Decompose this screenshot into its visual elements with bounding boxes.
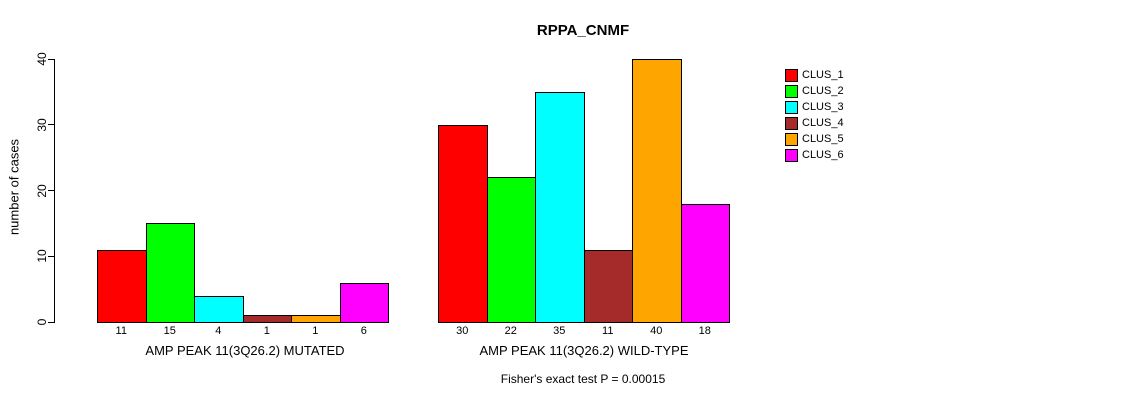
bar-clus-2	[145, 223, 195, 323]
group-label-mutated: AMP PEAK 11(3Q26.2) MUTATED	[145, 343, 345, 358]
legend-label: CLUS_5	[802, 133, 844, 145]
legend-item: CLUS_6	[785, 147, 844, 163]
legend-item: CLUS_3	[785, 99, 844, 115]
legend-label: CLUS_3	[802, 101, 844, 113]
bar-clus-5	[291, 315, 341, 323]
legend-item: CLUS_1	[785, 67, 844, 83]
legend-label: CLUS_4	[802, 117, 844, 129]
legend-item: CLUS_4	[785, 115, 844, 131]
bar-value-label: 1	[312, 325, 319, 337]
legend-swatch-clus-3	[785, 100, 798, 114]
y-axis-tick-label: 20	[35, 183, 49, 198]
bar-clus-2	[486, 177, 536, 323]
y-axis-label: number of cases	[6, 138, 22, 236]
bar-value-label: 15	[163, 325, 176, 337]
fisher-test-annotation: Fisher's exact test P = 0.00015	[500, 372, 666, 386]
legend-swatch-clus-1	[785, 68, 798, 82]
legend-label: CLUS_2	[802, 85, 844, 97]
y-axis-tick	[48, 124, 55, 126]
group-label-wild-type: AMP PEAK 11(3Q26.2) WILD-TYPE	[479, 343, 689, 358]
bar-clus-3	[535, 91, 585, 323]
bar-value-label: 30	[456, 325, 469, 337]
bar-clus-5	[632, 59, 682, 323]
bar-clus-6	[339, 282, 389, 323]
bar-value-label: 1	[263, 325, 270, 337]
legend-swatch-clus-5	[785, 132, 798, 146]
bar-value-label: 35	[553, 325, 566, 337]
legend-swatch-clus-4	[785, 116, 798, 130]
bar-value-label: 18	[698, 325, 711, 337]
legend-item: CLUS_2	[785, 83, 844, 99]
bar-value-label: 11	[602, 325, 614, 337]
bar-value-label: 6	[360, 325, 367, 337]
bar-value-label: 22	[504, 325, 517, 337]
bar-value-label: 4	[215, 325, 222, 337]
bar-value-label: 40	[650, 325, 663, 337]
legend-swatch-clus-6	[785, 148, 798, 162]
bar-value-label: 11	[115, 325, 127, 337]
y-axis-tick-label: 40	[35, 52, 49, 66]
legend-item: CLUS_5	[785, 131, 844, 147]
bar-clus-1	[438, 124, 488, 323]
y-axis-tick	[48, 58, 55, 60]
y-axis-tick	[48, 255, 55, 257]
bar-clus-1	[97, 249, 147, 323]
bar-clus-4	[242, 315, 292, 323]
y-axis-tick-label: 0	[35, 318, 49, 326]
y-axis-tick-label: 10	[35, 249, 49, 263]
y-axis-tick	[48, 190, 55, 191]
bar-clus-4	[583, 249, 633, 323]
bar-clus-3	[194, 295, 244, 323]
y-axis-tick-label: 30	[35, 118, 49, 132]
chart-title: RPPA_CNMF	[536, 22, 630, 39]
legend-swatch-clus-2	[785, 84, 798, 98]
y-axis-line	[54, 59, 55, 323]
y-axis-tick	[48, 321, 55, 323]
legend-label: CLUS_6	[802, 149, 844, 161]
bar-clus-6	[680, 203, 730, 323]
legend-label: CLUS_1	[802, 69, 844, 81]
